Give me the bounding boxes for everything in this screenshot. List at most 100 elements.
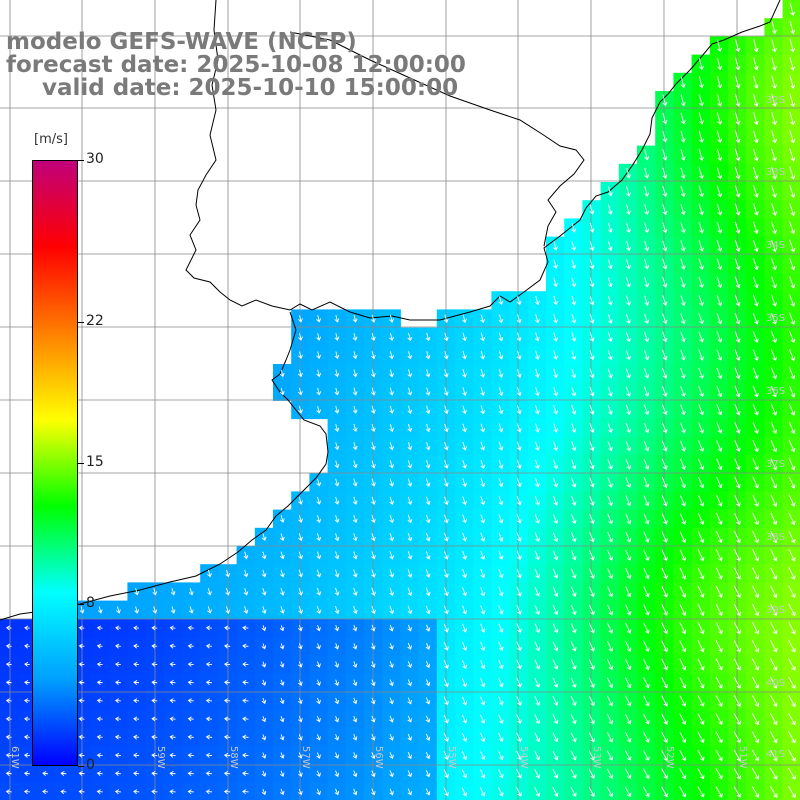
wind-arrow <box>589 495 595 506</box>
coastline-secondary <box>289 31 585 247</box>
wind-arrow <box>716 130 723 143</box>
wind-arrow <box>370 369 376 378</box>
wind-arrow <box>644 222 650 234</box>
wind-arrow <box>679 476 686 489</box>
wind-arrow <box>480 532 486 542</box>
wind-cell <box>782 473 800 492</box>
wind-arrow <box>643 440 650 452</box>
wind-arrow <box>571 532 577 543</box>
valid-date: valid date: 2025-10-10 15:00:00 <box>42 75 459 101</box>
wind-arrow <box>115 661 121 667</box>
wind-arrow <box>753 75 759 89</box>
wind-cell <box>782 218 800 238</box>
wind-arrow <box>788 731 796 744</box>
wind-arrow <box>751 694 760 707</box>
wind-arrow <box>680 349 686 361</box>
wind-arrow <box>770 349 777 362</box>
wind-arrow <box>371 442 376 451</box>
wind-arrow <box>242 771 249 776</box>
wind-arrow <box>516 659 522 670</box>
wind-arrow <box>371 788 376 796</box>
wind-arrow <box>5 771 12 776</box>
wind-arrow <box>534 441 540 451</box>
wind-arrow <box>788 694 796 708</box>
wind-arrow <box>352 478 358 487</box>
wind-arrow <box>498 423 504 433</box>
wind-arrow <box>371 514 376 524</box>
wind-arrow <box>534 750 541 761</box>
wind-arrow <box>352 661 358 668</box>
wind-arrow <box>698 222 704 234</box>
latitude-label: 34S <box>766 240 785 251</box>
wind-arrow <box>588 586 595 598</box>
wind-arrow <box>643 731 650 743</box>
wind-arrow <box>643 549 650 562</box>
wind-arrow <box>279 734 285 741</box>
wind-arrow <box>698 240 704 252</box>
wind-arrow <box>498 387 504 397</box>
wind-arrow <box>789 21 796 35</box>
wind-arrow <box>352 715 358 723</box>
wind-arrow <box>735 94 741 107</box>
wind-arrow <box>571 477 577 488</box>
wind-arrow <box>24 716 30 722</box>
wind-arrow <box>570 550 577 561</box>
wind-arrow <box>553 295 558 306</box>
wind-arrow <box>498 623 504 633</box>
wind-arrow <box>789 2 795 16</box>
wind-arrow <box>78 789 85 795</box>
wind-arrow <box>371 605 376 615</box>
wind-arrow <box>625 477 632 488</box>
longitude-label: 54W <box>518 746 529 769</box>
wind-arrow <box>352 351 358 360</box>
wind-arrow <box>188 606 194 614</box>
wind-arrow <box>389 642 394 650</box>
wind-arrow <box>716 367 723 380</box>
wind-arrow <box>316 788 321 796</box>
wind-arrow <box>589 404 595 415</box>
wind-arrow <box>479 750 486 761</box>
wind-arrow <box>662 295 668 306</box>
wind-arrow <box>607 422 613 434</box>
wind-arrow <box>534 677 541 688</box>
wind-arrow <box>643 586 650 598</box>
wind-arrow <box>498 750 504 761</box>
colorbar-tick-label: 22 <box>86 312 104 329</box>
wind-arrow <box>205 771 213 776</box>
wind-arrow <box>662 167 668 179</box>
wind-arrow <box>316 515 322 523</box>
longitude-label: 57W <box>300 746 311 769</box>
wind-arrow <box>5 680 12 685</box>
latitude-label: 33S <box>766 167 785 178</box>
wind-arrow <box>662 404 668 416</box>
wind-arrow <box>352 697 358 705</box>
wind-arrow <box>480 514 486 524</box>
wind-arrow <box>480 478 486 488</box>
wind-arrow <box>751 786 760 798</box>
wind-arrow <box>589 313 595 324</box>
wind-arrow <box>151 661 158 667</box>
wind-arrow <box>298 734 303 741</box>
wind-arrow <box>425 587 431 597</box>
wind-arrow <box>151 734 158 740</box>
wind-arrow <box>298 406 303 414</box>
wind-arrow <box>352 369 358 378</box>
wind-arrow <box>644 277 650 288</box>
wind-arrow <box>589 568 595 579</box>
wind-arrow <box>788 403 796 416</box>
wind-arrow <box>752 531 760 544</box>
wind-arrow <box>389 423 394 433</box>
wind-arrow <box>462 369 467 378</box>
wind-arrow <box>607 204 613 215</box>
wind-arrow <box>662 258 668 270</box>
wind-arrow <box>625 732 632 743</box>
wind-arrow <box>698 331 704 343</box>
wind-arrow <box>407 369 413 378</box>
wind-arrow <box>133 789 140 795</box>
wind-cell <box>782 546 800 565</box>
wind-arrow <box>716 276 723 289</box>
wind-arrow <box>443 314 449 324</box>
wind-arrow <box>661 531 668 543</box>
wind-arrow <box>625 586 632 598</box>
wind-cell <box>782 527 800 547</box>
